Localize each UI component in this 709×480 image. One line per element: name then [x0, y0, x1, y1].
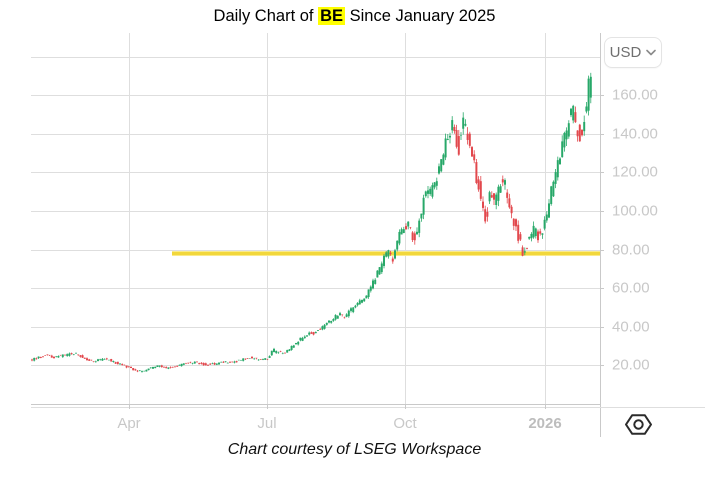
y-axis-tick-label: 80.00: [612, 241, 650, 259]
candlestick-series: [31, 72, 592, 373]
y-axis-tick-label: 160.00: [612, 86, 658, 104]
y-axis-tick-label: 100.00: [612, 202, 658, 220]
chart-settings-button[interactable]: [622, 410, 654, 438]
ticker-symbol: BE: [318, 7, 346, 25]
y-axis-tick-label: 20.00: [612, 356, 650, 374]
y-axis-tick-label: 120.00: [612, 163, 658, 181]
chevron-down-icon: [646, 49, 657, 56]
hexagon-nut-icon: [624, 413, 652, 435]
title-prefix: Daily Chart of: [213, 7, 319, 25]
y-axis-tick-label: 40.00: [612, 318, 650, 336]
x-axis-tick-label: Apr: [117, 415, 141, 432]
x-axis-tick-label: 2026: [528, 415, 562, 432]
y-axis-labels: 160.00 140.00 120.00 100.00 80.00 60.00 40.00 2…: [612, 0, 682, 480]
x-axis-tick-label: Oct: [393, 415, 417, 432]
currency-dropdown[interactable]: USD: [604, 37, 662, 68]
y-axis-tick-label: 60.00: [612, 279, 650, 297]
currency-dropdown-label: USD: [609, 44, 642, 61]
x-axis-tick-label: Jul: [257, 415, 277, 432]
title-suffix: Since January 2025: [345, 7, 496, 25]
chart-caption: Chart courtesy of LSEG Workspace: [227, 441, 482, 458]
page-title: Daily Chart of BE Since January 2025: [0, 7, 709, 26]
y-axis-tick-label: 140.00: [612, 125, 658, 143]
